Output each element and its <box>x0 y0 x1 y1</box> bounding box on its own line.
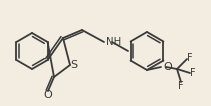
Text: S: S <box>70 60 78 70</box>
Text: F: F <box>190 68 196 78</box>
Text: O: O <box>163 62 172 72</box>
Text: O: O <box>44 90 52 100</box>
Text: NH: NH <box>106 37 121 47</box>
Text: F: F <box>187 53 193 63</box>
Text: F: F <box>178 81 184 91</box>
